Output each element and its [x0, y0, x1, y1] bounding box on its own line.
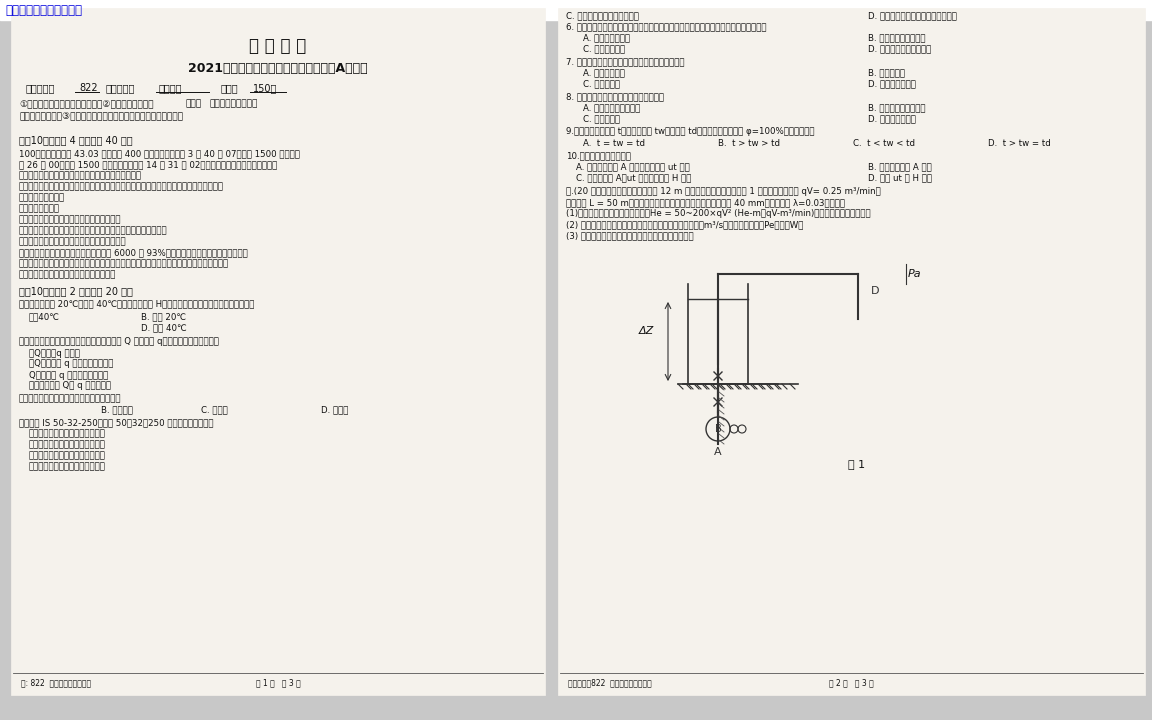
Text: C. 牙膏、纸浆: C. 牙膏、纸浆 — [583, 79, 620, 89]
Text: 算对这部分乙醇水溶液处理后回回到微源剂，请提出一种合理的处置工艺，并简要说明理由。: 算对这部分乙醇水溶液处理后回回到微源剂，请提出一种合理的处置工艺，并简要说明理由… — [18, 259, 229, 269]
Text: C. 被削弱: C. 被削弱 — [200, 405, 228, 415]
Text: 三.(20 分）用离心泵从水池将水送至 12 m 高处的水塔，输水管网如图 1 所示。输送流量为 qV= 0.25 m³/min，: 三.(20 分）用离心泵从水池将水送至 12 m 高处的水塔，输水管网如图 1 … — [566, 187, 881, 197]
Text: 理课程采用了哪些工程问题的处理方法？请举例说明。: 理课程采用了哪些工程问题的处理方法？请举例说明。 — [18, 171, 142, 181]
Text: 2021年硕士研究生入学考试初试试题（A＿卷）: 2021年硕士研究生入学考试初试试题（A＿卷） — [188, 61, 367, 74]
Text: A. 提降低废气出口温度: A. 提降低废气出口温度 — [583, 104, 641, 112]
Text: 822: 822 — [79, 83, 98, 93]
Text: D. 超塑汽油、沥青: D. 超塑汽油、沥青 — [867, 79, 916, 89]
Text: 种常用填料的名称。: 种常用填料的名称。 — [18, 194, 66, 202]
Text: D. 填料塔高度趋向无穷高: D. 填料塔高度趋向无穷高 — [867, 45, 931, 53]
Text: B. 等于 20℃: B. 等于 20℃ — [141, 312, 185, 322]
Bar — [0, 0, 1152, 20]
Text: B. 只与沉降面积 A 有关: B. 只与沉降面积 A 有关 — [867, 163, 932, 171]
Text: 烧阶段的溶物料表面温度是什么温度？为什么？: 烧阶段的溶物料表面温度是什么温度？为什么？ — [18, 238, 127, 246]
Text: A. 回收率趋向最高: A. 回收率趋向最高 — [583, 34, 630, 42]
Text: 10.降尘室的生产能力＿＿: 10.降尘室的生产能力＿＿ — [566, 151, 631, 161]
Text: D: D — [871, 287, 880, 297]
Text: 科: 822  科目名称：化工原理: 科: 822 科目名称：化工原理 — [21, 678, 91, 688]
Text: 图 1: 图 1 — [848, 459, 865, 469]
Text: B. 提高空气的预热温度: B. 提高空气的预热温度 — [867, 104, 925, 112]
Text: 100米短跑世界纪录 43.03 秒，男子 400 米自由泳世界记录 3 分 40 秒 07，男子 1500 米跑世界: 100米短跑世界纪录 43.03 秒，男子 400 米自由泳世界记录 3 分 4… — [18, 150, 300, 158]
Text: 内径、叶轮公称直径、排出口内径: 内径、叶轮公称直径、排出口内径 — [29, 451, 106, 461]
Text: (3) 若要减小流量，提出两个可行的调节流量的方法。: (3) 若要减小流量，提出两个可行的调节流量的方法。 — [566, 232, 694, 240]
Text: 常 州 大 学: 常 州 大 学 — [249, 37, 306, 55]
Text: 湿空气的露点为 20℃，为使 40℃的空气降低湿度 H，在气体冷却塔中，作为冷却介质的水温: 湿空气的露点为 20℃，为使 40℃的空气降低湿度 H，在气体冷却塔中，作为冷却… — [18, 300, 255, 308]
Text: D. 只与 ut 和 H 有关: D. 只与 ut 和 H 有关 — [867, 174, 932, 182]
Text: Q相等，但 q 由里向外逐渐增大: Q相等，但 q 由里向外逐渐增大 — [29, 371, 108, 379]
Text: 化工原理考研专业课真题: 化工原理考研专业课真题 — [5, 4, 82, 17]
Text: D. 液体含量因增加，使液泛速度增大: D. 液体含量因增加，使液泛速度增大 — [867, 12, 957, 20]
Text: 第 2 页   共 3 页: 第 2 页 共 3 页 — [829, 678, 874, 688]
Text: (2) 管路条件不变时，此泵正常运转后管路实际流量为多少m³/s。该泵的有效功率Pe为多少W？: (2) 管路条件不变时，此泵正常运转后管路实际流量为多少m³/s。该泵的有效功率… — [566, 220, 803, 230]
Text: 分 26 秒 00，男子 1500 米自由泳世界纪录 14 分 31 秒 02。人跑步比游泳速度要快，怎么理: 分 26 秒 00，男子 1500 米自由泳世界纪录 14 分 31 秒 02。… — [18, 161, 278, 169]
Text: D. 等于 40℃: D. 等于 40℃ — [141, 323, 187, 333]
Text: Pa: Pa — [908, 269, 922, 279]
Text: B. 转速幅动力趋向最大: B. 转速幅动力趋向最大 — [867, 34, 925, 42]
Text: 中，各等温面 Q和 q 都逐渐减小: 中，各等温面 Q和 q 都逐渐减小 — [29, 382, 111, 390]
Text: 料塔的载点和泛点？何调填料塔的等板高度？: 料塔的载点和泛点？何调填料塔的等板高度？ — [18, 215, 121, 225]
Text: C. 塔径增大，使液泛速度下移: C. 塔径增大，使液泛速度下移 — [566, 12, 639, 20]
Text: 日常生活中你见到哪些用到固定床的技术？: 日常生活中你见到哪些用到固定床的技术？ — [18, 271, 116, 279]
Text: 的Q相等，q 也相等: 的Q相等，q 也相等 — [29, 348, 79, 358]
Bar — [181, 98, 209, 110]
Text: (1)前折选用的离心泵的特性方程：He = 50~200×qV² (He-m，qV-m³/min)，为什么该泵是适用的？: (1)前折选用的离心泵的特性方程：He = 50~200×qV² (He-m，q… — [566, 210, 871, 218]
Text: 低管降阻力损失？: 低管降阻力损失？ — [18, 204, 60, 214]
Text: 草稿纸上均无效；③本试题纸须随同答题纸一起夹入试题袋中交回！: 草稿纸上均无效；③本试题纸须随同答题纸一起夹入试题袋中交回！ — [18, 112, 183, 120]
Bar — [15, 128, 541, 671]
Text: 第 1 页   共 3 页: 第 1 页 共 3 页 — [256, 678, 301, 688]
Text: C.  t < tw < td: C. t < tw < td — [852, 138, 915, 148]
Text: 体含有不凝气体时，其冷凝传热过程＿＿＿。: 体含有不凝气体时，其冷凝传热过程＿＿＿。 — [18, 395, 121, 403]
Text: 科目名称：: 科目名称： — [106, 83, 136, 93]
Text: B: B — [714, 424, 721, 434]
Text: 化工原理: 化工原理 — [159, 83, 182, 93]
Text: 级型号为 IS 50-32-250，其中 50、32、250 分别代表＿＿＿＿。: 级型号为 IS 50-32-250，其中 50、32、250 分别代表＿＿＿＿。 — [18, 418, 213, 428]
Text: 内径、吸入口内径、叶轮公称直径: 内径、吸入口内径、叶轮公称直径 — [29, 462, 106, 472]
Text: ΔZ: ΔZ — [638, 326, 653, 336]
Text: D. 减小热量补充量: D. 减小热量补充量 — [867, 114, 916, 124]
Bar — [558, 8, 1145, 695]
Text: 内径、排出口内径、叶轮公称直径: 内径、排出口内径、叶轮公称直径 — [29, 430, 106, 438]
Text: 上，写在本试题纸无: 上，写在本试题纸无 — [209, 99, 257, 109]
Text: 答题纸: 答题纸 — [185, 99, 202, 109]
Text: 科目代码：: 科目代码： — [26, 83, 55, 93]
Text: 的Q相等，但 q 由里向外逐渐减小: 的Q相等，但 q 由里向外逐渐减小 — [29, 359, 113, 369]
Text: 一、10题，每题 4 分，共计 40 分）: 一、10题，每题 4 分，共计 40 分） — [18, 135, 132, 145]
Text: 二、10题，每题 2 分，共计 20 分）: 二、10题，每题 2 分，共计 20 分） — [18, 286, 132, 296]
Text: C. 操作最为经济: C. 操作最为经济 — [583, 45, 626, 53]
Text: 壁内的定态热传导，通过各等温面的导热速率 Q 和热通量 q，说法正确的是＿＿＿。: 壁内的定态热传导，通过各等温面的导热速率 Q 和热通量 q，说法正确的是＿＿＿。 — [18, 338, 219, 346]
Text: D.  t > tw = td: D. t > tw = td — [988, 138, 1051, 148]
Text: 7. 下列物体中屈服时服从牛顿黏性定律的有＿＿。: 7. 下列物体中屈服时服从牛顿黏性定律的有＿＿。 — [566, 58, 684, 66]
Text: 8. 不能提高干燥器热效率的方法是＿＿。: 8. 不能提高干燥器热效率的方法是＿＿。 — [566, 92, 664, 102]
Text: 150分: 150分 — [253, 83, 278, 93]
Text: 力沉降速度的主要因素是什么？为了增大沉降速度以提高除尘器的生产能力，可以采取什么: 力沉降速度的主要因素是什么？为了增大沉降速度以提高除尘器的生产能力，可以采取什么 — [18, 182, 223, 192]
Text: B. 不受影响: B. 不受影响 — [101, 405, 132, 415]
Text: A.  t = tw = td: A. t = tw = td — [583, 138, 645, 148]
Text: 离心泵的气蚀与汽蚀现象？有何危害？在工业应用中应如何预防？: 离心泵的气蚀与汽蚀现象？有何危害？在工业应用中应如何预防？ — [18, 227, 168, 235]
Text: A. 油漆、重泥浆: A. 油漆、重泥浆 — [583, 68, 624, 78]
Text: D. 不好说: D. 不好说 — [321, 405, 348, 415]
Text: C. 减小热损失: C. 减小热损失 — [583, 114, 620, 124]
Text: B. 甲苯、甘油: B. 甲苯、甘油 — [867, 68, 905, 78]
Text: 求直径、吸入口内径、排出口内径: 求直径、吸入口内径、排出口内径 — [29, 441, 106, 449]
Text: ①认真阅读答题纸上的注意事项；②所有答案必须写在: ①认真阅读答题纸上的注意事项；②所有答案必须写在 — [18, 99, 153, 109]
Text: 满分：: 满分： — [221, 83, 238, 93]
Text: 6. 通常情况的吸收操作中，当吸收剂用量趋于最小用量时，完成一定的分离任务＿＿。: 6. 通常情况的吸收操作中，当吸收剂用量趋于最小用量时，完成一定的分离任务＿＿。 — [566, 22, 766, 32]
Text: C. 与沉降面积 A、ut 及降尘室宽度 H 有关: C. 与沉降面积 A、ut 及降尘室宽度 H 有关 — [576, 174, 691, 182]
Text: A: A — [714, 447, 722, 457]
Text: A. 只与沉降面积 A 和颗粒沉降速度 ut 有关: A. 只与沉降面积 A 和颗粒沉降速度 ut 有关 — [576, 163, 690, 171]
Text: 9.空气的干球温度为 t，湿球温度为 tw，露点为 td，当空气的相对湿度 φ=100%时，则＿＿。: 9.空气的干球温度为 t，湿球温度为 tw，露点为 td，当空气的相对湿度 φ=… — [566, 127, 814, 137]
Text: 管道总长 L = 50 m（包括所有局部阻力的当量长度），管内径为 40 mm，摩擦系数 λ=0.03，试求：: 管道总长 L = 50 m（包括所有局部阻力的当量长度），管内径为 40 mm，… — [566, 199, 846, 207]
Text: 用分析纯的乙醇循溶剂，使用后每年产生 6000 吨 93%左右（质量百分数）的乙醇水溶液，: 用分析纯的乙醇循溶剂，使用后每年产生 6000 吨 93%左右（质量百分数）的乙… — [18, 248, 248, 258]
Bar — [12, 8, 545, 695]
Text: B.  t > tw > td: B. t > tw > td — [718, 138, 780, 148]
Bar — [848, 264, 903, 319]
Text: 科目代码：822  科目名称：化工原理: 科目代码：822 科目名称：化工原理 — [568, 678, 652, 688]
Text: 低于40℃: 低于40℃ — [29, 312, 60, 322]
